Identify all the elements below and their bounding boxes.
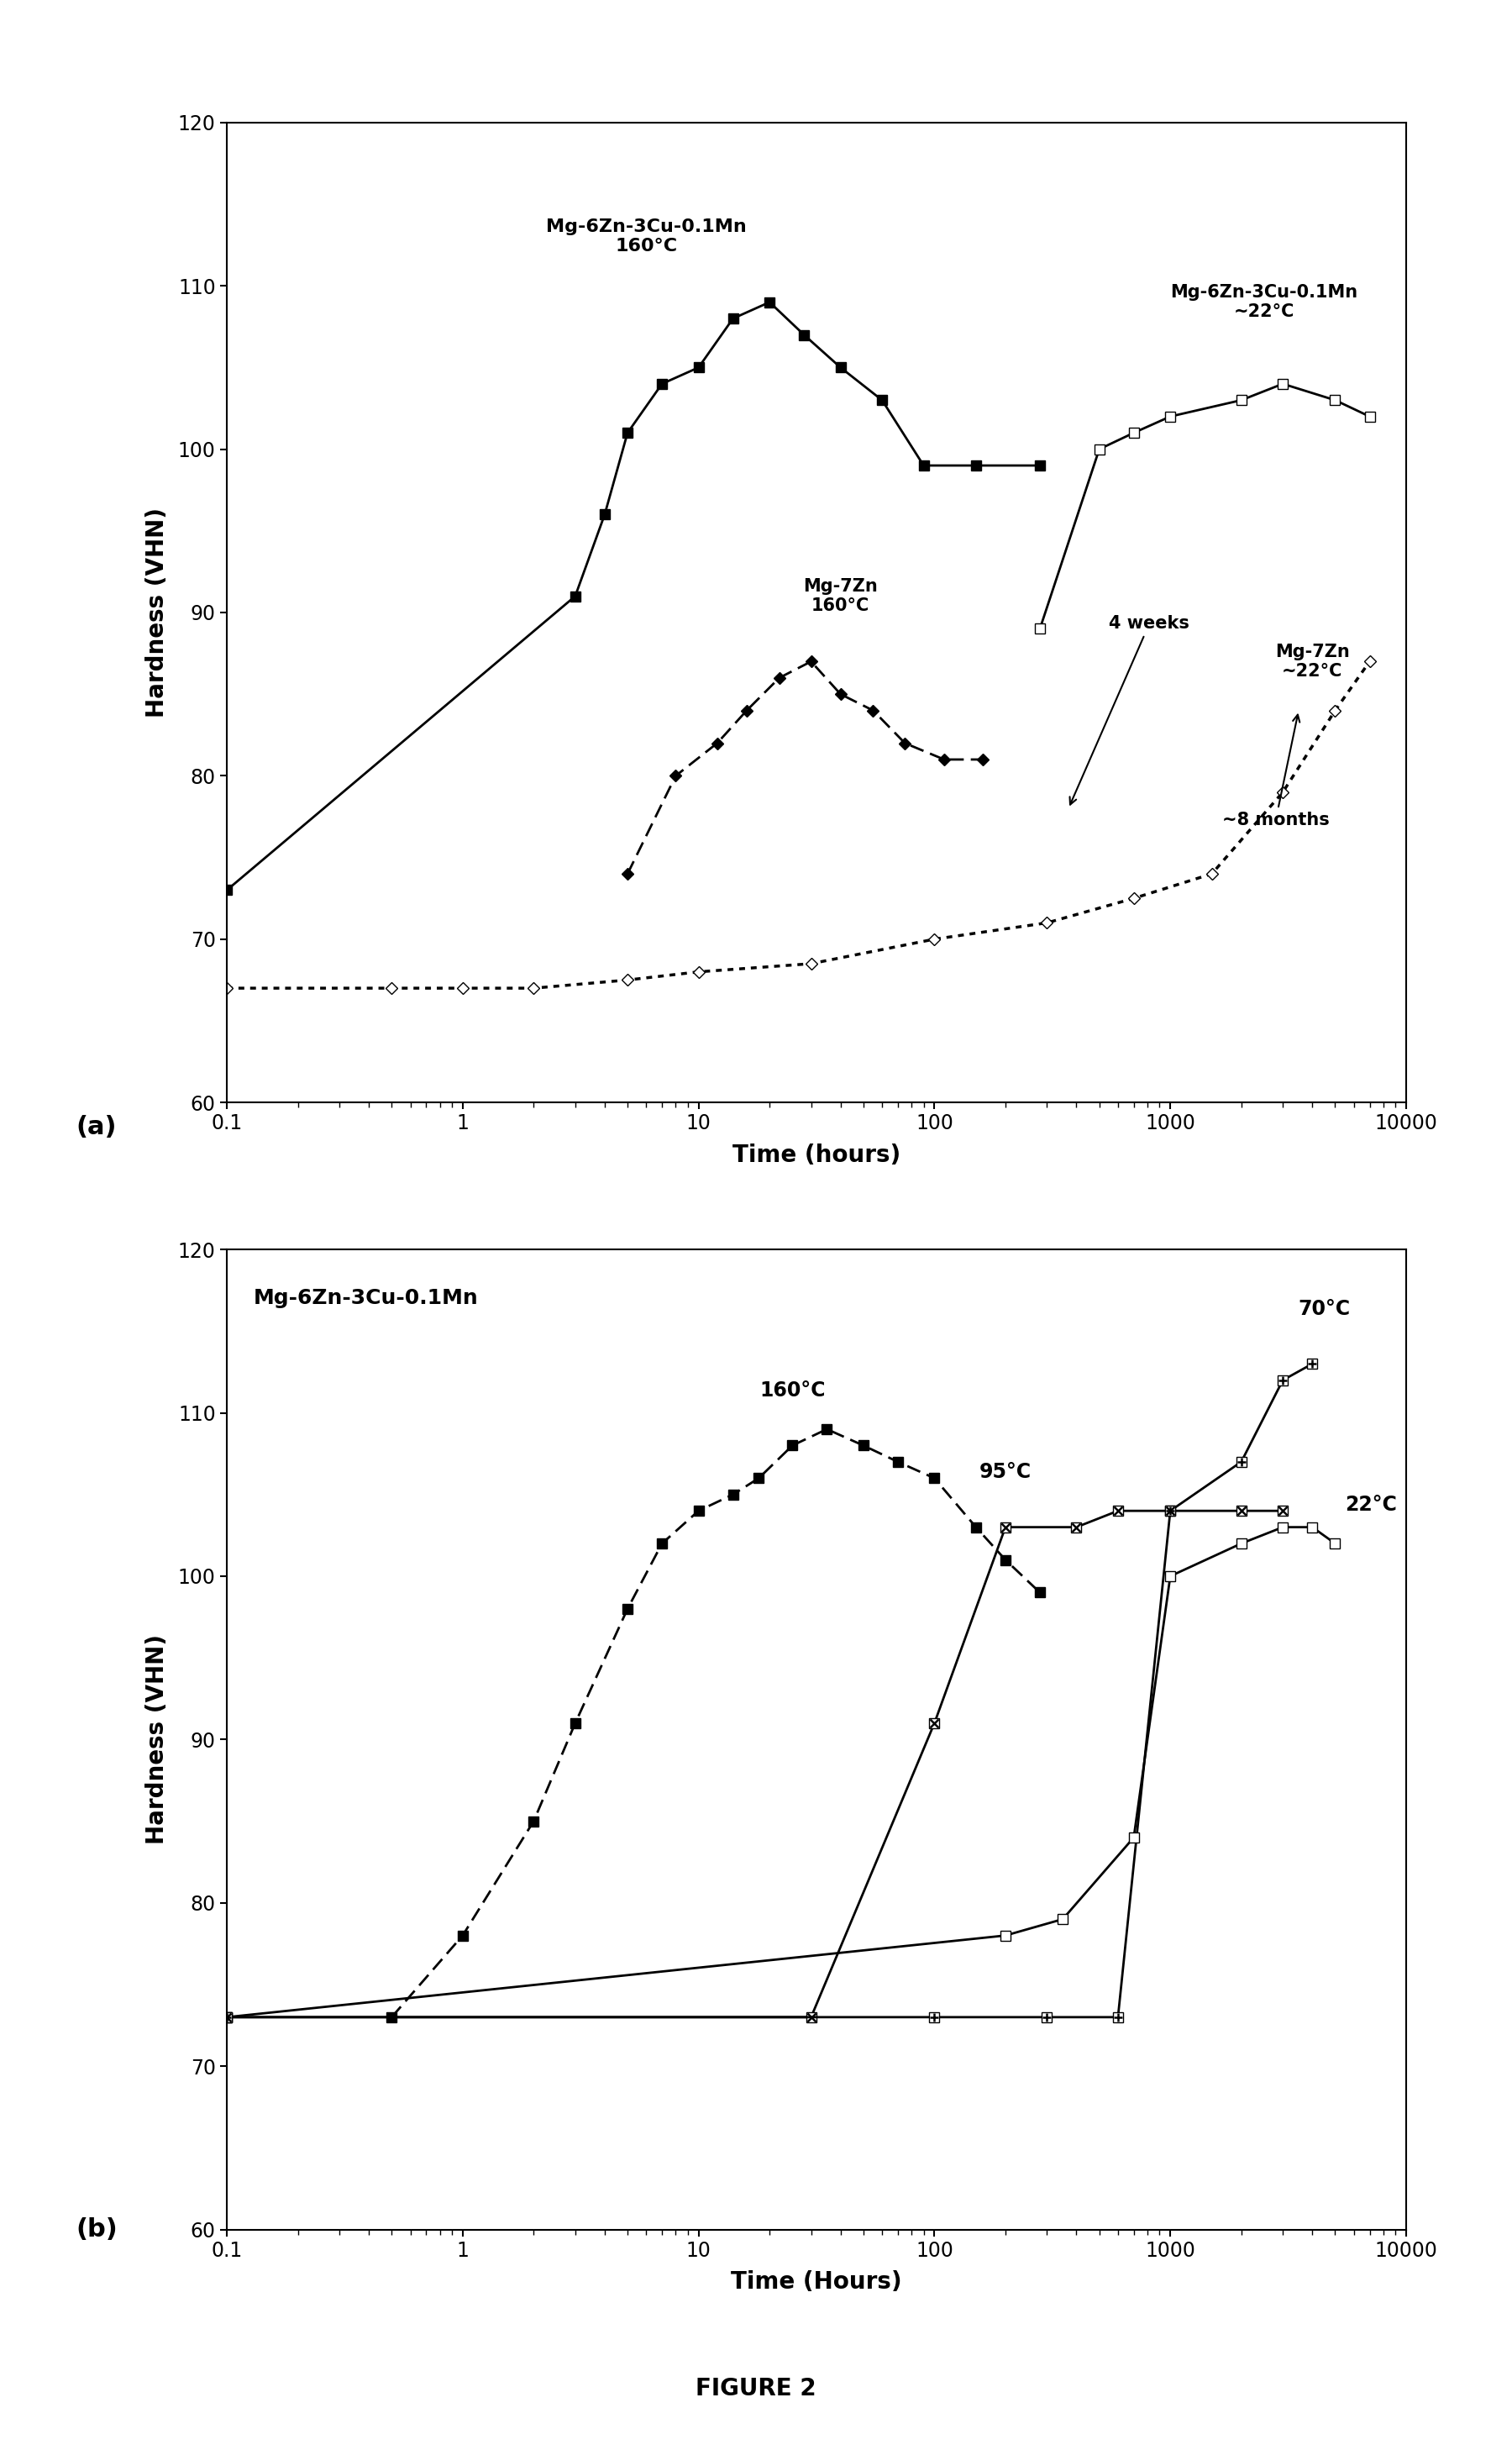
X-axis label: Time (hours): Time (hours) (732, 1144, 901, 1166)
Text: Mg-6Zn-3Cu-0.1Mn
~22°C: Mg-6Zn-3Cu-0.1Mn ~22°C (1170, 284, 1358, 321)
Text: Mg-6Zn-3Cu-0.1Mn: Mg-6Zn-3Cu-0.1Mn (254, 1289, 479, 1308)
Y-axis label: Hardness (VHN): Hardness (VHN) (145, 507, 169, 718)
Text: ~8 months: ~8 months (1222, 715, 1329, 828)
X-axis label: Time (Hours): Time (Hours) (730, 2271, 903, 2293)
Y-axis label: Hardness (VHN): Hardness (VHN) (145, 1634, 169, 1845)
Text: 70°C: 70°C (1299, 1298, 1350, 1318)
Text: (a): (a) (76, 1115, 116, 1139)
Text: Mg-7Zn
160°C: Mg-7Zn 160°C (803, 578, 878, 615)
Text: Mg-7Zn
~22°C: Mg-7Zn ~22°C (1275, 644, 1350, 679)
Text: Mg-6Zn-3Cu-0.1Mn
160°C: Mg-6Zn-3Cu-0.1Mn 160°C (546, 218, 747, 255)
Text: (b): (b) (76, 2217, 118, 2242)
Text: 4 weeks: 4 weeks (1070, 615, 1190, 804)
Text: 95°C: 95°C (980, 1463, 1031, 1482)
Text: 160°C: 160°C (759, 1379, 826, 1401)
Text: 22°C: 22°C (1344, 1494, 1397, 1514)
Text: FIGURE 2: FIGURE 2 (696, 2376, 816, 2401)
